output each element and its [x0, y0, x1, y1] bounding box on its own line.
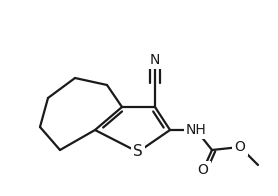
- Text: N: N: [150, 53, 160, 67]
- Text: O: O: [235, 140, 245, 154]
- Text: O: O: [198, 163, 208, 177]
- Text: S: S: [133, 144, 143, 160]
- Text: NH: NH: [186, 123, 206, 137]
